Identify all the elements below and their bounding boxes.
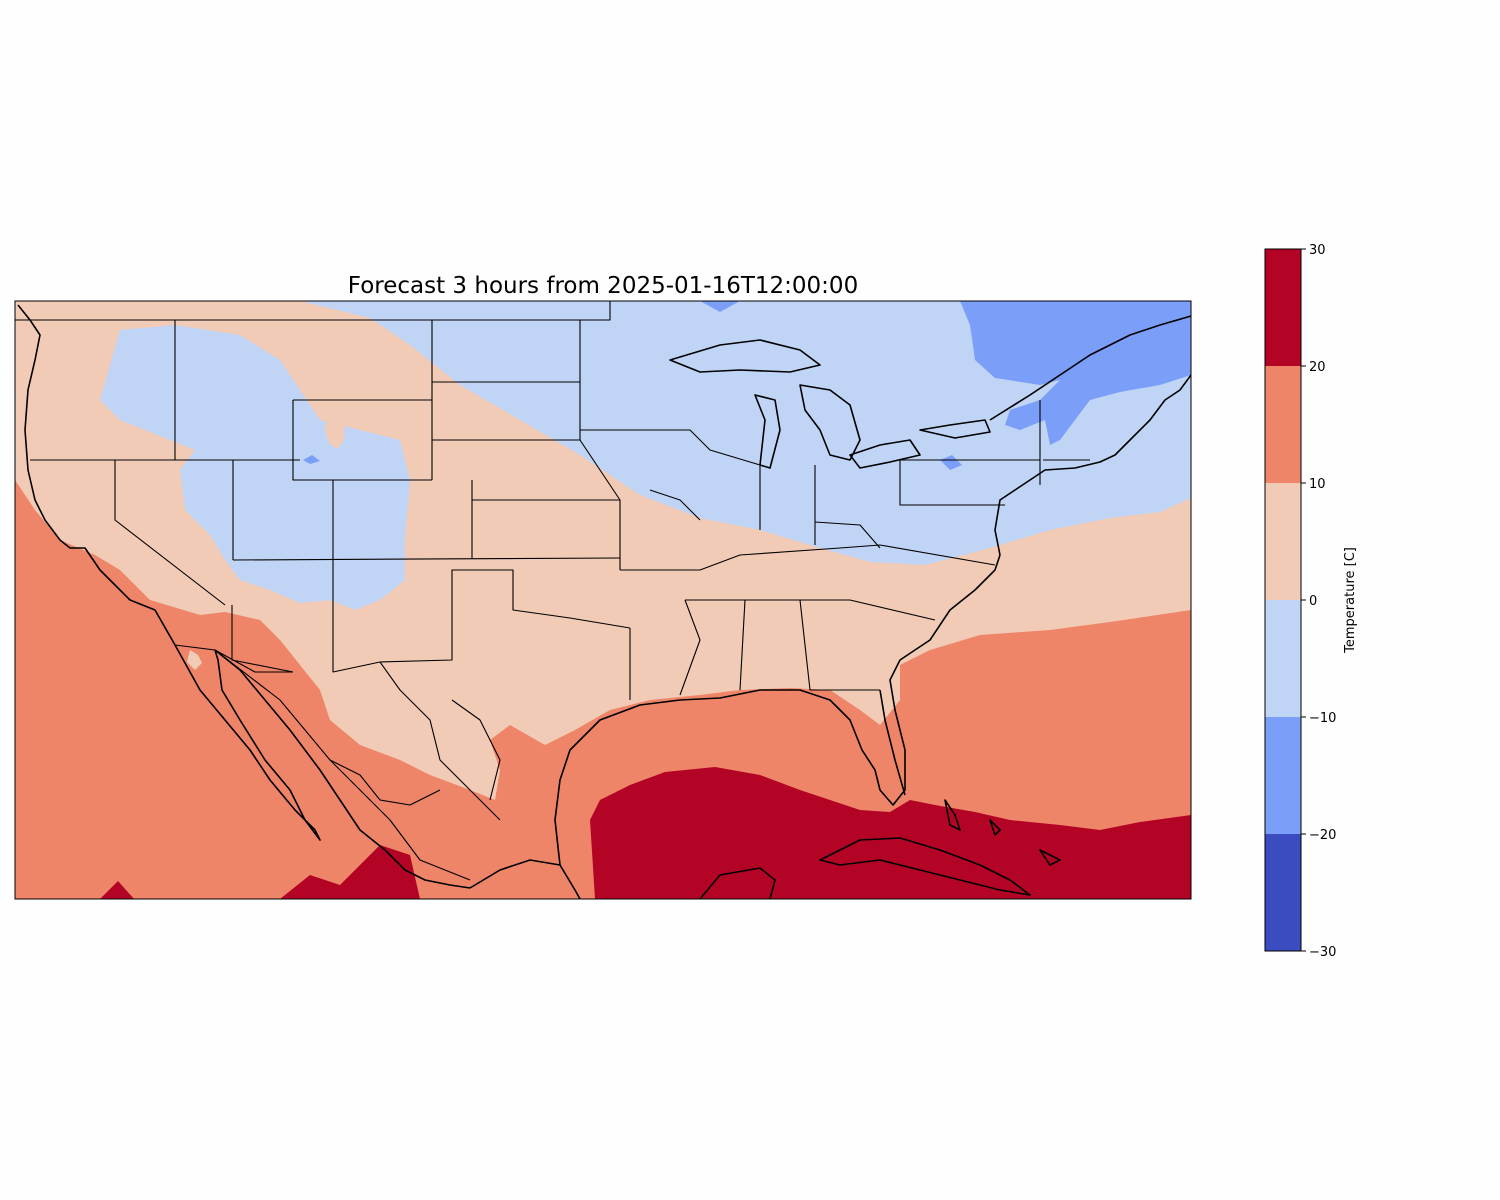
colorbar-label: Temperature [C] (1343, 547, 1358, 654)
colorbar-tick-label: 0 (1309, 594, 1317, 609)
map-frame (14, 300, 1192, 900)
colorbar-level-3 (1265, 483, 1301, 600)
colorbar-level-0 (1265, 834, 1301, 951)
temp-band-20-30 (590, 767, 1191, 899)
mexico-boundaries (174, 644, 501, 881)
state-boundaries (15, 301, 1090, 700)
colorbar-level-1 (1265, 717, 1301, 834)
colorbar-tick-label: 10 (1309, 477, 1326, 492)
colorbar-level-4 (1265, 366, 1301, 483)
colorbar-level-5 (1265, 249, 1301, 366)
temp-band-neg10-0 (95, 301, 1191, 610)
colorbar-level-2 (1265, 600, 1301, 717)
temp-band-10-20 (15, 480, 1191, 899)
temperature-map (15, 301, 1191, 899)
colorbar-tick-label: −10 (1309, 711, 1336, 726)
colorbar-tick-label: −30 (1309, 945, 1336, 960)
colorbar-tick-label: −20 (1309, 828, 1336, 843)
colorbar: 30 20 10 0 −10 −20 −30 (1264, 243, 1336, 960)
colorbar-tick-label: 30 (1309, 243, 1326, 258)
coastlines (17, 304, 1191, 899)
colorbar-tick-label: 20 (1309, 360, 1326, 375)
map-title: Forecast 3 hours from 2025-01-16T12:00:0… (348, 273, 858, 299)
temp-band-neg20-neg10 (960, 301, 1191, 445)
